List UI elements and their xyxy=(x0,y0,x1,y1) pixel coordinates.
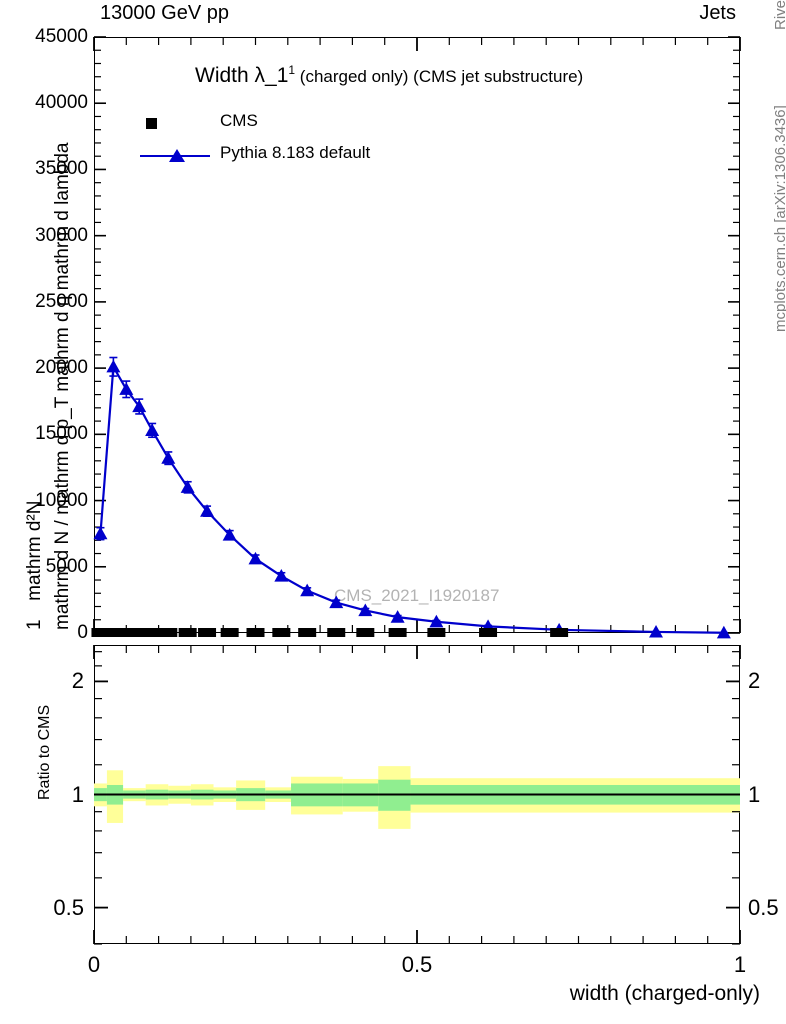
cms-data-point xyxy=(427,628,446,637)
pythia-data-point xyxy=(119,382,134,395)
title-rest: (charged only) (CMS jet substructure) xyxy=(295,67,584,86)
pythia-data-point xyxy=(145,423,160,436)
pythia-data-point xyxy=(93,526,108,540)
main-plot-frame xyxy=(94,37,740,633)
x-axis-tick-label: 0.5 xyxy=(401,952,433,977)
pythia-data-point xyxy=(358,603,373,617)
cms-data-point xyxy=(356,628,375,637)
cms-data-point xyxy=(272,628,291,637)
x-axis-tick-label: 0 xyxy=(87,952,101,977)
cms-data-point xyxy=(327,628,346,637)
pythia-data-point xyxy=(300,583,315,597)
cms-data-point xyxy=(198,628,217,637)
cms-data-point xyxy=(550,628,569,637)
pythia-data-point xyxy=(716,625,731,639)
cms-data-point xyxy=(220,628,239,637)
ratio-tick-label-left: 1 xyxy=(71,781,84,807)
title-lambda: λ_1 xyxy=(254,64,289,87)
triangle-marker-icon xyxy=(169,149,185,162)
cms-data-point xyxy=(117,628,136,637)
x-axis-title: width (charged-only) xyxy=(569,982,760,1005)
header-analysis-label: Jets xyxy=(699,2,736,24)
pythia-data-point xyxy=(274,569,289,582)
cms-data-point xyxy=(104,628,123,637)
y-axis-tick-label: 25000 xyxy=(35,290,88,312)
pythia-data-point xyxy=(248,551,263,565)
y-axis-tick-label: 0 xyxy=(77,622,88,643)
x-axis-tick-label: 1 xyxy=(733,952,747,977)
cms-data-point xyxy=(246,628,265,637)
cms-data-point xyxy=(130,628,149,637)
y-axis-tick-label: 5000 xyxy=(45,555,88,577)
y-axis-tick-label: 45000 xyxy=(35,26,88,47)
header-beam-label: 13000 GeV pp xyxy=(100,2,229,24)
pythia-data-point xyxy=(222,527,237,541)
cms-data-point xyxy=(178,628,197,637)
cms-data-point xyxy=(388,628,407,637)
title-superscript: 1 xyxy=(288,63,296,77)
pythia-data-point xyxy=(161,451,176,464)
pythia-data-point xyxy=(390,610,405,623)
y-axis-tick-label: 20000 xyxy=(35,357,88,379)
cms-data-point xyxy=(143,628,162,637)
pythia-data-point xyxy=(132,399,147,413)
pythia-data-point xyxy=(329,595,344,609)
cms-data-point xyxy=(479,628,498,637)
title-lead: Width xyxy=(195,64,255,87)
cms-data-point xyxy=(298,628,317,637)
y-axis-tick-label: 10000 xyxy=(35,489,88,511)
pythia-data-point xyxy=(200,504,215,517)
pythia-data-point xyxy=(106,359,121,373)
ratio-tick-label-left: 0.5 xyxy=(53,894,84,920)
ratio-tick-label-right: 2 xyxy=(748,668,761,694)
cms-data-point xyxy=(159,628,178,637)
cms-data-point xyxy=(91,628,110,637)
y-axis-tick-label: 35000 xyxy=(35,158,88,180)
pythia-data-point xyxy=(180,480,195,493)
pythia-curve xyxy=(99,363,724,634)
analysis-watermark: CMS_2021_I1920187 xyxy=(334,586,500,605)
legend-label-cms: CMS xyxy=(220,111,258,130)
ratio-tick-label-left: 2 xyxy=(71,668,84,694)
pythia-data-point xyxy=(429,614,444,628)
y-axis-tick-label: 30000 xyxy=(35,224,88,246)
ratio-tick-label-right: 0.5 xyxy=(748,894,779,920)
plot-title: Width λ_11 (charged only) (CMS jet subst… xyxy=(195,63,583,88)
y-axis-tick-label: 15000 xyxy=(35,423,88,445)
ratio-tick-label-right: 1 xyxy=(748,781,761,807)
square-marker-icon xyxy=(146,118,157,129)
pythia-data-point xyxy=(649,624,664,638)
y-axis-tick-label: 40000 xyxy=(35,92,88,114)
legend-label-pythia: Pythia 8.183 default xyxy=(220,143,371,162)
